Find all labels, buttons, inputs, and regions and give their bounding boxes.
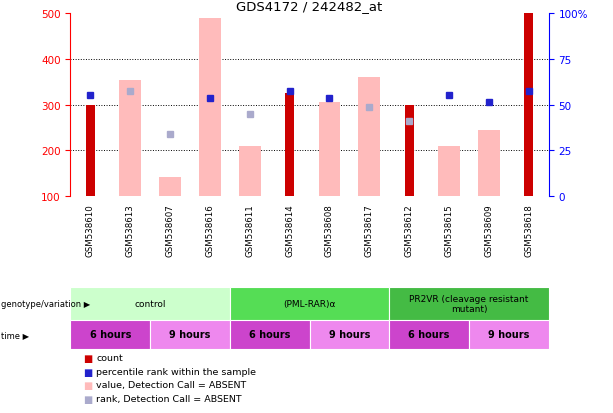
Bar	[359, 78, 380, 196]
Text: GSM538611: GSM538611	[245, 204, 254, 256]
Bar	[469, 320, 549, 349]
Text: 9 hours: 9 hours	[329, 330, 370, 339]
Text: count: count	[96, 353, 123, 362]
Text: ■: ■	[83, 353, 92, 363]
Bar	[310, 320, 389, 349]
Text: genotype/variation ▶: genotype/variation ▶	[1, 299, 91, 308]
Text: GSM538608: GSM538608	[325, 204, 334, 256]
Bar	[230, 287, 389, 320]
Bar	[199, 19, 221, 196]
Bar	[70, 287, 230, 320]
Bar	[120, 80, 141, 196]
Text: ■: ■	[83, 394, 92, 404]
Bar	[438, 146, 460, 196]
Text: GSM538615: GSM538615	[444, 204, 454, 256]
Text: PR2VR (cleavage resistant
mutant): PR2VR (cleavage resistant mutant)	[409, 294, 528, 313]
Text: GSM538617: GSM538617	[365, 204, 374, 256]
Bar	[70, 320, 150, 349]
Text: time ▶: time ▶	[1, 330, 29, 339]
Text: 9 hours: 9 hours	[169, 330, 211, 339]
Text: GSM538614: GSM538614	[285, 204, 294, 256]
Title: GDS4172 / 242482_at: GDS4172 / 242482_at	[237, 0, 383, 13]
Text: ■: ■	[83, 367, 92, 377]
Bar	[389, 320, 469, 349]
Text: 9 hours: 9 hours	[488, 330, 530, 339]
Text: GSM538609: GSM538609	[484, 204, 493, 256]
Bar	[150, 320, 230, 349]
Text: GSM538610: GSM538610	[86, 204, 95, 256]
Text: GSM538613: GSM538613	[126, 204, 135, 256]
Bar	[319, 103, 340, 196]
Text: GSM538616: GSM538616	[205, 204, 215, 256]
Bar	[86, 105, 95, 196]
Bar	[285, 94, 294, 196]
Bar	[230, 320, 310, 349]
Text: (PML-RAR)α: (PML-RAR)α	[283, 299, 336, 308]
Text: percentile rank within the sample: percentile rank within the sample	[96, 367, 256, 376]
Bar	[405, 105, 414, 196]
Text: 6 hours: 6 hours	[408, 330, 450, 339]
Bar	[478, 131, 500, 196]
Bar	[389, 287, 549, 320]
Bar	[159, 178, 181, 196]
Text: GSM538618: GSM538618	[524, 204, 533, 256]
Text: GSM538612: GSM538612	[405, 204, 414, 256]
Bar	[524, 14, 533, 196]
Text: rank, Detection Call = ABSENT: rank, Detection Call = ABSENT	[96, 394, 242, 403]
Text: 6 hours: 6 hours	[249, 330, 291, 339]
Text: control: control	[134, 299, 166, 308]
Text: ■: ■	[83, 380, 92, 390]
Text: GSM538607: GSM538607	[166, 204, 175, 256]
Text: value, Detection Call = ABSENT: value, Detection Call = ABSENT	[96, 380, 246, 389]
Bar	[239, 146, 261, 196]
Text: 6 hours: 6 hours	[89, 330, 131, 339]
